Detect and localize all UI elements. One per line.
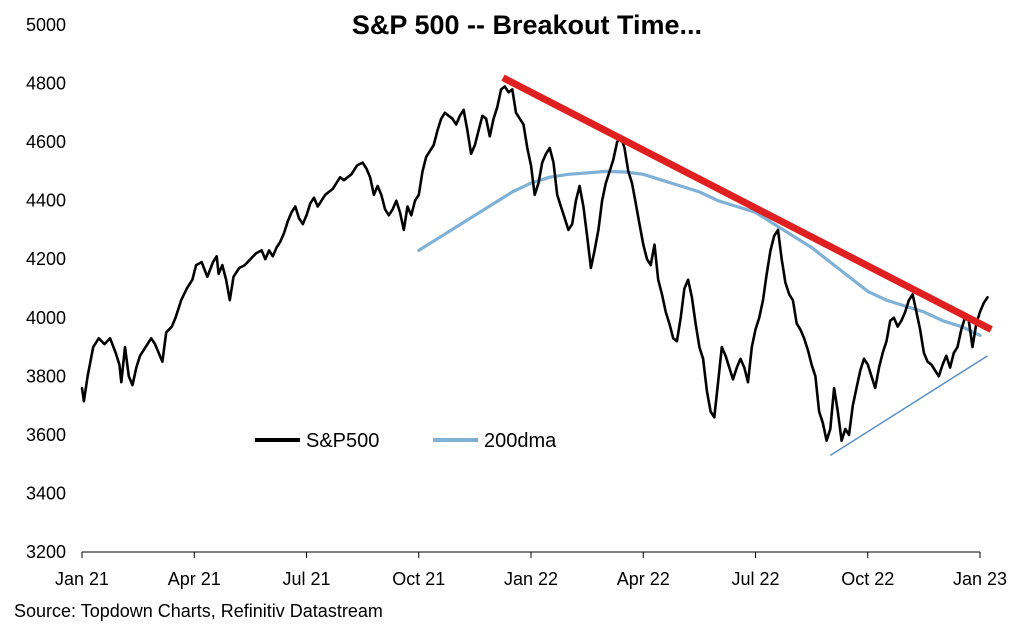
chart-title: S&P 500 -- Breakout Time... (352, 10, 702, 40)
x-tick-label: Jul 22 (731, 569, 779, 589)
y-axis-tick-labels: 3200 3400 3600 3800 4000 4200 4400 4600 4800 5000 (26, 15, 66, 562)
y-tick-label: 4800 (26, 74, 66, 94)
y-tick-label: 3200 (26, 542, 66, 562)
legend-label-sp500: S&P500 (306, 430, 379, 452)
y-tick-label: 4400 (26, 191, 66, 211)
sp500-line (80, 85, 989, 442)
x-tick-label: Jan 22 (504, 569, 558, 589)
y-tick-label: 3600 (26, 425, 66, 445)
y-tick-label: 4200 (26, 249, 66, 269)
x-tick-label: Oct 21 (392, 569, 445, 589)
legend-label-200dma: 200dma (484, 430, 557, 452)
x-tick-label: Jan 23 (953, 569, 1007, 589)
y-tick-label: 4000 (26, 308, 66, 328)
dma200-line (417, 169, 982, 337)
x-tick-label: Jul 21 (282, 569, 330, 589)
resistance-trendline (501, 74, 993, 333)
legend: S&P500 200dma (255, 430, 557, 452)
x-tick-label: Jan 21 (55, 569, 109, 589)
x-axis-tick-labels: Jan 21 Apr 21 Jul 21 Oct 21 Jan 22 Apr 22 Jul … (55, 569, 1007, 589)
x-tick-label: Oct 22 (841, 569, 894, 589)
x-tick-label: Apr 21 (168, 569, 221, 589)
source-note: Source: Topdown Charts, Refinitiv Datast… (14, 601, 383, 621)
y-tick-label: 4600 (26, 132, 66, 152)
y-tick-label: 3800 (26, 366, 66, 386)
y-tick-label: 3400 (26, 483, 66, 503)
support-trendline (829, 355, 988, 457)
trendline-layer (501, 74, 993, 457)
y-tick-label: 5000 (26, 15, 66, 35)
x-tick-label: Apr 22 (617, 569, 670, 589)
series-layer (80, 85, 989, 442)
x-axis-tick-marks (81, 552, 981, 558)
